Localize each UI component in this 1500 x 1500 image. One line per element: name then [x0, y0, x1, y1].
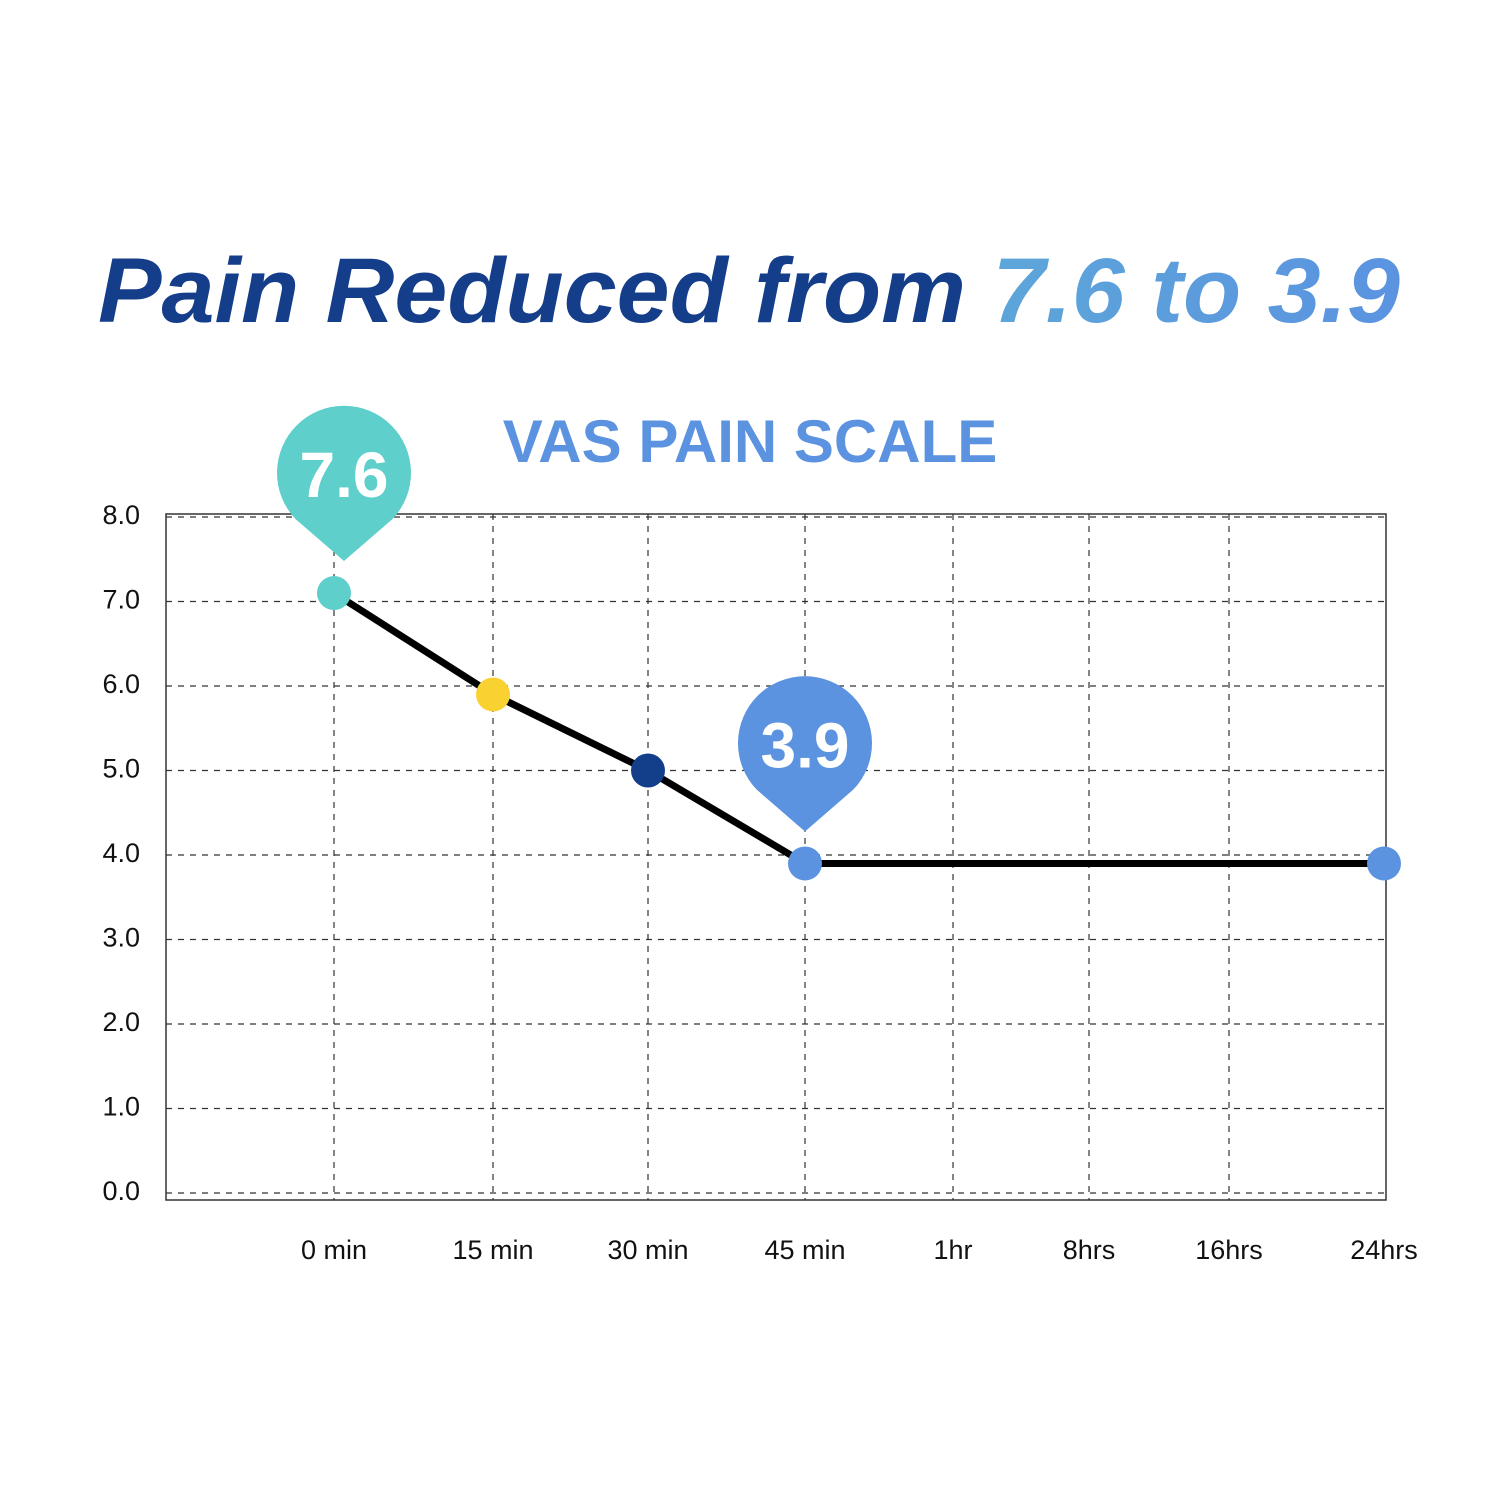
callout-label: 7.6 [300, 439, 389, 511]
title-main: Pain Reduced from [98, 240, 966, 342]
callout-pin [738, 676, 872, 832]
y-tick-label: 1.0 [102, 1092, 140, 1122]
callout: 3.9 [738, 676, 872, 832]
x-tick-label: 15 min [452, 1235, 533, 1265]
y-tick-label: 8.0 [102, 500, 140, 530]
x-tick-label: 30 min [607, 1235, 688, 1265]
y-tick-label: 2.0 [102, 1007, 140, 1037]
x-tick-label: 16hrs [1195, 1235, 1263, 1265]
callout-pin [277, 405, 411, 562]
y-tick-label: 4.0 [102, 838, 140, 868]
callout-label: 3.9 [761, 709, 850, 781]
y-tick-label: 5.0 [102, 754, 140, 784]
x-tick-label: 8hrs [1063, 1235, 1116, 1265]
x-tick-label: 1hr [933, 1235, 972, 1265]
x-tick-label: 0 min [301, 1235, 367, 1265]
line [332, 590, 1384, 867]
chart-subtitle: VAS PAIN SCALE [503, 408, 998, 475]
data-point [788, 846, 822, 881]
x-tick-label: 45 min [764, 1235, 845, 1265]
y-tick-label: 6.0 [102, 669, 140, 699]
chart-title: Pain Reduced from 7.6 to 3.9 [98, 240, 1400, 342]
title-highlight: 7.6 to 3.9 [992, 240, 1400, 342]
y-tick-label: 0.0 [102, 1176, 140, 1206]
data-point [1367, 846, 1401, 881]
data-point [631, 753, 665, 788]
y-tick-label: 7.0 [102, 585, 140, 615]
x-tick-label: 24hrs [1350, 1235, 1418, 1265]
data-point [317, 576, 351, 611]
data-point [476, 677, 510, 712]
callout: 7.6 [277, 405, 411, 562]
y-tick-label: 3.0 [102, 923, 140, 953]
